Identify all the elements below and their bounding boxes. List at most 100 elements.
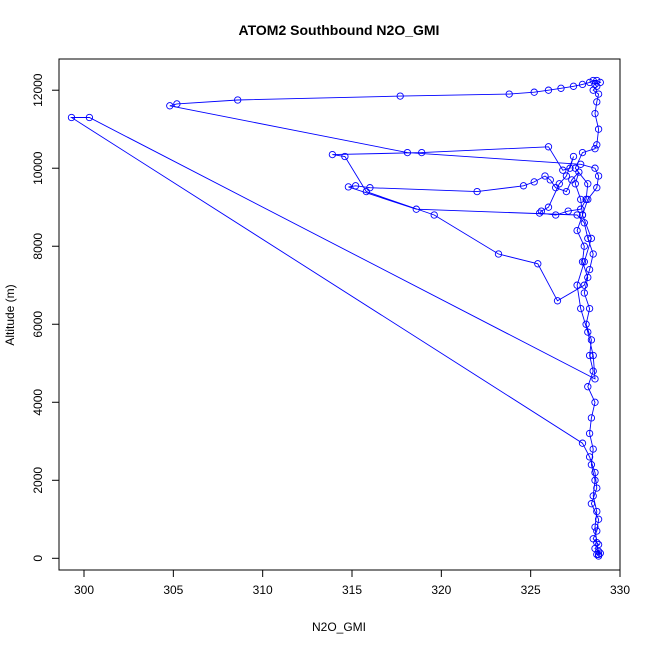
data-point xyxy=(403,148,412,157)
y-tick-label: 12000 xyxy=(31,73,45,107)
data-point xyxy=(530,178,538,186)
data-point xyxy=(577,195,585,204)
data-point xyxy=(589,492,597,500)
data-point xyxy=(85,113,94,122)
data-point xyxy=(594,125,603,133)
data-point xyxy=(593,98,601,106)
data-point xyxy=(552,184,560,192)
data-point xyxy=(505,90,513,98)
data-point xyxy=(544,143,553,151)
data-point xyxy=(585,265,594,274)
x-tick-label: 330 xyxy=(610,583,630,597)
data-point xyxy=(553,297,562,305)
data-point xyxy=(589,445,597,453)
data-point xyxy=(584,383,592,391)
data-point xyxy=(562,187,571,196)
series-line xyxy=(69,80,602,557)
data-point xyxy=(594,515,603,523)
data-point xyxy=(587,234,596,243)
data-point xyxy=(591,523,599,531)
data-point xyxy=(587,500,596,508)
data-point xyxy=(594,90,603,98)
data-point xyxy=(578,211,587,219)
data-point xyxy=(569,152,578,161)
data-point xyxy=(575,168,583,176)
data-point xyxy=(573,281,581,289)
data-point xyxy=(566,164,574,172)
data-point xyxy=(594,552,603,560)
x-tick-label: 325 xyxy=(521,583,541,597)
data-point xyxy=(555,180,563,188)
data-point xyxy=(593,527,601,535)
data-point xyxy=(366,184,374,192)
y-axis-label: Altitude (m) xyxy=(3,284,17,345)
data-point xyxy=(578,439,587,447)
data-point xyxy=(341,152,349,161)
data-point xyxy=(552,211,560,219)
data-point xyxy=(580,289,588,297)
data-point xyxy=(585,429,594,438)
data-point xyxy=(591,164,599,172)
data-point xyxy=(594,172,603,180)
data-point xyxy=(580,281,588,289)
data-point xyxy=(591,145,599,153)
data-point xyxy=(546,176,554,184)
data-point xyxy=(564,207,572,215)
data-point xyxy=(587,461,596,469)
data-point xyxy=(593,141,601,149)
data-point xyxy=(530,88,538,96)
plot-frame xyxy=(58,58,621,571)
data-point xyxy=(589,535,597,543)
y-tick-label: 8000 xyxy=(31,233,45,260)
data-point xyxy=(569,82,578,90)
data-point xyxy=(534,260,542,268)
data-point xyxy=(541,172,549,180)
data-point xyxy=(578,258,587,266)
data-point xyxy=(578,80,587,89)
data-point xyxy=(596,78,604,87)
data-point xyxy=(344,183,353,191)
data-point xyxy=(591,375,599,383)
data-point xyxy=(573,211,581,219)
data-point xyxy=(584,195,592,204)
data-point xyxy=(537,207,546,215)
x-tick-label: 305 xyxy=(163,583,183,597)
data-point xyxy=(589,351,597,360)
data-point xyxy=(585,351,594,360)
data-point xyxy=(430,211,438,219)
data-point xyxy=(584,234,592,243)
data-point xyxy=(173,100,181,108)
data-point xyxy=(562,172,571,180)
y-axis: 0 2000 4000 6000 8000 10000 12000 xyxy=(31,73,59,562)
data-series xyxy=(67,76,604,560)
data-point xyxy=(587,414,596,422)
data-point xyxy=(584,328,592,336)
data-point xyxy=(591,476,599,484)
data-point xyxy=(577,304,585,313)
chart-title: ATOM2 Southbound N2O_GMI xyxy=(239,22,440,38)
data-point xyxy=(571,164,579,172)
data-point xyxy=(573,226,581,235)
data-point xyxy=(67,113,76,122)
data-point xyxy=(580,219,588,227)
data-point xyxy=(544,86,553,94)
data-point xyxy=(593,507,601,516)
data-point xyxy=(580,258,588,266)
data-point xyxy=(593,76,601,85)
data-point xyxy=(585,304,594,313)
x-tick-label: 310 xyxy=(253,583,273,597)
y-tick-label: 0 xyxy=(31,555,45,562)
y-tick-label: 10000 xyxy=(31,151,45,185)
x-axis-label: N2O_GMI xyxy=(312,620,366,634)
data-point xyxy=(593,484,601,492)
data-point xyxy=(494,250,503,258)
data-point xyxy=(535,209,544,217)
x-tick-label: 300 xyxy=(74,583,94,597)
data-point xyxy=(418,148,426,157)
data-point xyxy=(362,187,370,196)
data-point xyxy=(557,84,565,92)
data-point xyxy=(591,468,599,477)
data-point xyxy=(580,242,588,250)
